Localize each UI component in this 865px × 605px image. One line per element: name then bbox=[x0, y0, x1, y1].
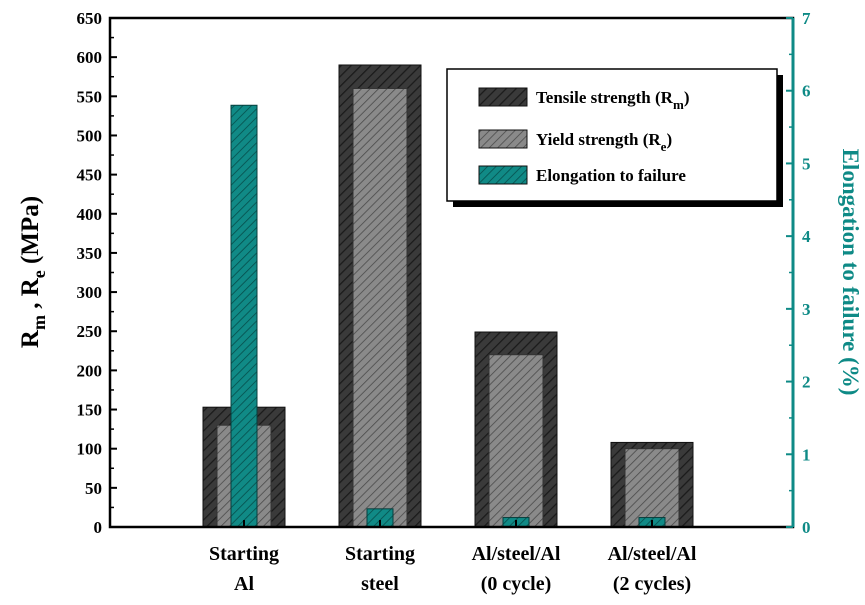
x-tick-label: Starting bbox=[209, 543, 279, 565]
y-left-tick-label: 250 bbox=[77, 322, 103, 341]
legend: Tensile strength (Rm) Yield strength (Re)… bbox=[446, 68, 783, 207]
y-left-tick-label: 450 bbox=[77, 166, 103, 185]
y-left-axis-label: Rm , Re (MPa) bbox=[17, 196, 49, 348]
x-tick-label: Al bbox=[234, 573, 254, 595]
x-axis: Starting Al Starting steel Al/steel/Al (0 cyc… bbox=[209, 520, 697, 595]
left-axis: 0 50 100 150 200 250 300 350 400 450 500 550 600 650 bbox=[77, 9, 117, 537]
y-left-tick-label: 200 bbox=[77, 361, 103, 380]
y-right-tick-label: 4 bbox=[802, 227, 811, 246]
y-left-tick-label: 350 bbox=[77, 244, 103, 263]
y-left-tick-label: 100 bbox=[77, 440, 103, 459]
y-left-tick-label: 400 bbox=[77, 205, 103, 224]
y-right-tick-label: 0 bbox=[802, 518, 811, 537]
y-left-tick-label: 550 bbox=[77, 87, 103, 106]
y-right-tick-label: 7 bbox=[802, 9, 811, 28]
y-right-tick-label: 2 bbox=[802, 373, 811, 392]
legend-swatch bbox=[478, 87, 528, 107]
bar-elongation bbox=[230, 104, 258, 528]
legend-label: Yield strength (Re) bbox=[536, 130, 672, 154]
x-tick-label: Starting bbox=[345, 543, 415, 565]
y-left-tick-label: 0 bbox=[94, 518, 103, 537]
x-tick-label: steel bbox=[361, 573, 399, 595]
y-left-tick-label: 650 bbox=[77, 9, 103, 28]
legend-label: Elongation to failure bbox=[536, 166, 686, 185]
x-tick-label: Al/steel/Al bbox=[608, 543, 697, 565]
y-right-tick-label: 6 bbox=[802, 82, 811, 101]
legend-swatch bbox=[478, 129, 528, 149]
y-right-tick-label: 5 bbox=[802, 154, 811, 173]
y-left-tick-label: 500 bbox=[77, 126, 103, 145]
bar-yield-strength bbox=[488, 354, 544, 528]
y-left-tick-label: 600 bbox=[77, 48, 103, 67]
bar-yield-strength bbox=[352, 87, 408, 528]
y-right-tick-label: 1 bbox=[802, 445, 811, 464]
x-tick-label: (2 cycles) bbox=[613, 573, 691, 595]
y-right-tick-label: 3 bbox=[802, 300, 811, 319]
y-left-tick-label: 150 bbox=[77, 401, 103, 420]
y-left-tick-label: 300 bbox=[77, 283, 103, 302]
right-axis: 0 1 2 3 4 5 6 7 bbox=[786, 9, 811, 537]
legend-swatch bbox=[478, 165, 528, 185]
bar-yield-strength bbox=[624, 448, 680, 528]
y-left-tick-label: 50 bbox=[85, 479, 102, 498]
y-right-axis-label: Elongation to failure (%) bbox=[838, 149, 863, 396]
legend-label: Tensile strength (Rm) bbox=[536, 88, 689, 112]
bars-layer bbox=[202, 64, 694, 528]
x-tick-label: (0 cycle) bbox=[481, 573, 552, 595]
x-tick-label: Al/steel/Al bbox=[472, 543, 561, 565]
